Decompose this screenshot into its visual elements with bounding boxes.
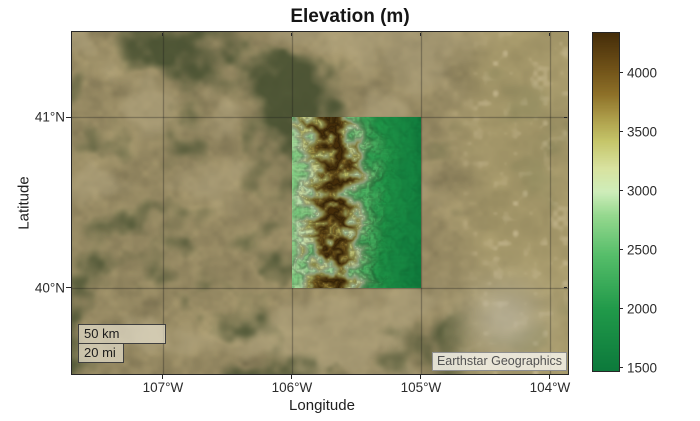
x-tick-label: 105°W (400, 380, 442, 395)
x-tick-mark-top (291, 33, 293, 36)
x-tick-mark-top (162, 33, 164, 36)
colorbar-tick-label: 3000 (627, 183, 658, 199)
x-tick-mark (291, 375, 293, 379)
y-tick-label: 41°N (34, 109, 65, 125)
colorbar-tick-mark (619, 131, 623, 133)
x-axis-label: Longitude (289, 397, 355, 414)
x-tick-label: 104°W (529, 380, 571, 395)
colorbar-tick-mark (619, 249, 623, 251)
y-tick-label: 40°N (34, 280, 65, 296)
attribution-text: Earthstar Geographics (436, 354, 562, 368)
colorbar-tick-label: 2500 (627, 242, 658, 258)
colorbar-gradient (593, 33, 619, 371)
map-axes[interactable]: 50 km 20 mi Earthstar Geographics (72, 32, 568, 374)
elevation-overlay-raster (292, 117, 421, 288)
colorbar-tick-mark (619, 308, 623, 310)
y-axis-label: Latitude (15, 176, 33, 230)
scalebar-mi: 20 mi (78, 343, 124, 363)
scalebar-mi-label: 20 mi (84, 345, 116, 360)
colorbar-tick-label: 1500 (627, 360, 658, 376)
colorbar-tick-label: 2000 (627, 301, 658, 317)
colorbar-tick-mark (619, 72, 623, 74)
x-tick-mark-top (549, 33, 551, 36)
x-tick-label: 107°W (142, 380, 184, 395)
x-tick-mark-top (420, 33, 422, 36)
x-tick-mark (549, 375, 551, 379)
scalebar-km: 50 km (78, 324, 166, 344)
y-tick-mark (66, 116, 71, 118)
colorbar-tick-label: 3500 (627, 124, 658, 140)
attribution-badge: Earthstar Geographics (431, 352, 567, 371)
scalebar-km-label: 50 km (84, 326, 120, 341)
y-tick-mark-right (564, 287, 567, 289)
y-tick-mark-right (564, 116, 567, 118)
colorbar-tick-label: 4000 (627, 65, 658, 81)
x-tick-mark (420, 375, 422, 379)
x-tick-label: 106°W (271, 380, 313, 395)
y-tick-mark (66, 287, 71, 289)
plot-title: Elevation (m) (290, 6, 410, 27)
colorbar-tick-mark (619, 190, 623, 192)
colorbar-tick-mark (619, 367, 623, 369)
x-tick-mark (162, 375, 164, 379)
colorbar[interactable] (592, 32, 620, 372)
